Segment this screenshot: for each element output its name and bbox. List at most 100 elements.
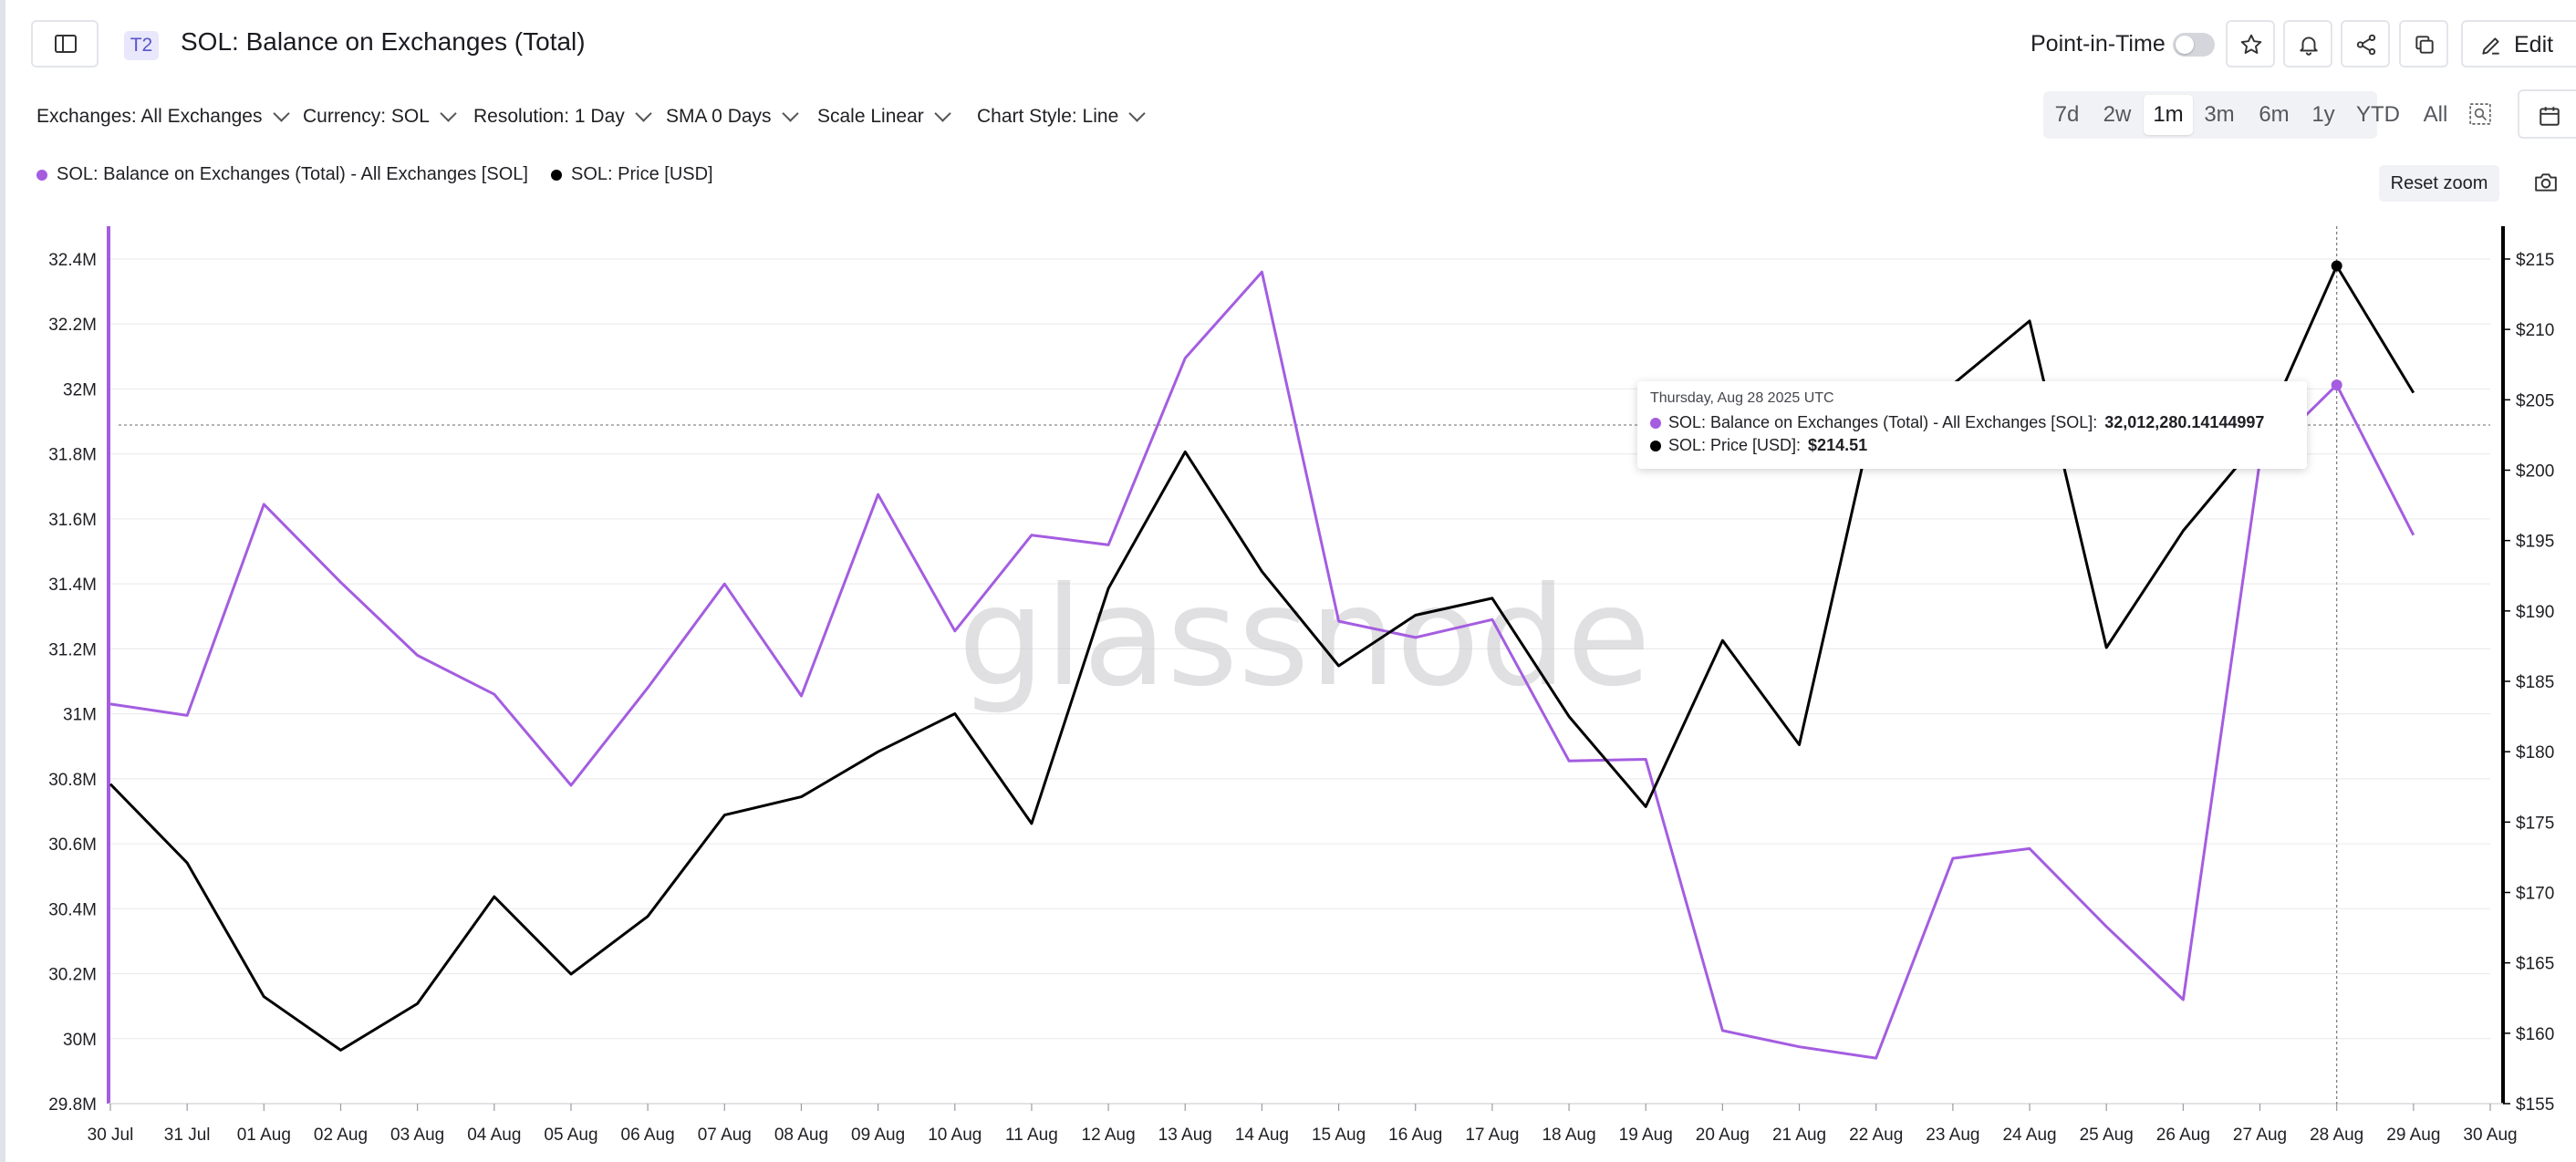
tooltip-price-label: SOL: Price [USD]:: [1668, 436, 1802, 454]
y-right-tick-label: $165: [2516, 955, 2554, 974]
y-right-tick-label: $175: [2516, 814, 2554, 833]
y-right-tick-label: $195: [2516, 533, 2554, 552]
point-in-time-toggle[interactable]: [2173, 33, 2215, 57]
sidebar-icon: [55, 35, 77, 53]
tier-badge: T2: [124, 31, 159, 60]
y-left-tick-label: 30.2M: [48, 966, 97, 985]
range-selector: [2043, 91, 2377, 139]
toggle-sidebar-button[interactable]: [31, 20, 99, 67]
tooltip-dot: [1650, 417, 1661, 429]
x-tick-label: 26 Aug: [2156, 1126, 2210, 1145]
legend-item-price[interactable]: SOL: Price [USD]: [551, 164, 713, 185]
legend-item-balance[interactable]: SOL: Balance on Exchanges (Total) - All …: [36, 164, 528, 185]
share-button[interactable]: [2341, 20, 2390, 67]
x-tick-label: 22 Aug: [1849, 1126, 1903, 1145]
x-tick-label: 15 Aug: [1312, 1126, 1366, 1145]
edit-label: Edit: [2514, 32, 2554, 57]
balance-highlight-point: [2331, 379, 2342, 391]
currency-dropdown[interactable]: Currency: SOL: [303, 105, 457, 128]
reset-zoom-button[interactable]: Reset zoom: [2379, 165, 2499, 202]
tooltip-price-value: $214.51: [1808, 436, 1868, 454]
chart-style-dropdown[interactable]: Chart Style: Line: [977, 105, 1146, 128]
y-left-tick-label: 31.6M: [48, 511, 97, 530]
x-tick-label: 23 Aug: [1926, 1126, 1979, 1145]
y-right-tick-label: $190: [2516, 603, 2554, 622]
scale-dropdown[interactable]: Scale Linear: [817, 105, 951, 128]
x-tick-label: 13 Aug: [1158, 1126, 1212, 1145]
x-tick-label: 24 Aug: [2002, 1126, 2056, 1145]
y-right-tick-label: $205: [2516, 391, 2554, 410]
y-left-tick-label: 30.8M: [48, 771, 97, 790]
resolution-label: Resolution: 1 Day: [473, 106, 625, 127]
y-left-tick-label: 32.4M: [48, 251, 97, 270]
duplicate-button[interactable]: [2399, 20, 2448, 67]
favorite-button[interactable]: [2226, 20, 2275, 67]
camera-icon: [2535, 173, 2557, 192]
x-tick-label: 27 Aug: [2233, 1126, 2287, 1145]
bell-icon: [2300, 36, 2318, 56]
price-highlight-point: [2331, 260, 2342, 272]
y-right-tick-label: $200: [2516, 462, 2554, 482]
x-tick-label: 14 Aug: [1235, 1126, 1289, 1145]
currency-label: Currency: SOL: [303, 106, 430, 127]
legend-label-balance: SOL: Balance on Exchanges (Total) - All …: [57, 164, 528, 184]
star-icon: [2240, 34, 2262, 54]
x-tick-label: 30 Jul: [88, 1126, 134, 1145]
range-button-7d[interactable]: 7d: [2054, 102, 2080, 127]
y-right-tick-label: $180: [2516, 743, 2554, 763]
tooltip-row-balance: SOL: Balance on Exchanges (Total) - All …: [1650, 413, 2294, 432]
x-tick-label: 01 Aug: [237, 1126, 291, 1145]
chart-style-label: Chart Style: Line: [977, 106, 1119, 127]
tooltip-row-price: SOL: Price [USD]: $214.51: [1650, 436, 2294, 455]
x-tick-label: 11 Aug: [1005, 1126, 1058, 1145]
x-tick-label: 17 Aug: [1465, 1126, 1519, 1145]
sma-label: SMA 0 Days: [666, 106, 772, 127]
x-tick-label: 30 Aug: [2463, 1126, 2517, 1145]
sma-dropdown[interactable]: SMA 0 Days: [666, 105, 799, 128]
date-picker-button[interactable]: [2518, 89, 2576, 139]
screenshot-button[interactable]: [2534, 171, 2558, 198]
exchanges-label: Exchanges: All Exchanges: [36, 106, 263, 127]
x-tick-label: 08 Aug: [774, 1126, 828, 1145]
x-tick-label: 21 Aug: [1772, 1126, 1826, 1145]
y-left-tick-label: 30M: [63, 1031, 97, 1050]
tooltip-balance-value: 32,012,280.14144997: [2104, 413, 2265, 431]
y-left-tick-label: 31M: [63, 706, 97, 725]
y-left-tick-label: 31.2M: [48, 640, 97, 659]
alert-button[interactable]: [2283, 20, 2332, 67]
resolution-dropdown[interactable]: Resolution: 1 Day: [473, 105, 652, 128]
pencil-icon: [2482, 37, 2499, 55]
range-button-6m[interactable]: 6m: [2259, 102, 2290, 127]
range-button-3m[interactable]: 3m: [2204, 102, 2235, 127]
x-tick-label: 02 Aug: [314, 1126, 368, 1145]
zoom-select-button[interactable]: [2468, 102, 2492, 130]
calendar-icon: [2540, 107, 2560, 126]
left-edge-bar: [0, 0, 5, 1162]
exchanges-dropdown[interactable]: Exchanges: All Exchanges: [36, 105, 290, 128]
range-button-ytd[interactable]: YTD: [2356, 102, 2400, 127]
range-button-1y[interactable]: 1y: [2311, 102, 2335, 127]
x-tick-label: 18 Aug: [1542, 1126, 1595, 1145]
legend-dot: [36, 169, 47, 181]
x-tick-label: 25 Aug: [2080, 1126, 2134, 1145]
range-button-2w[interactable]: 2w: [2103, 102, 2132, 127]
legend-label-price: SOL: Price [USD]: [571, 164, 713, 184]
y-right-tick-label: $185: [2516, 673, 2554, 692]
zoom-area-icon: [2469, 103, 2491, 125]
y-right-tick-label: $215: [2516, 251, 2554, 270]
range-button-1m[interactable]: 1m: [2144, 95, 2193, 135]
page-title: SOL: Balance on Exchanges (Total): [181, 27, 586, 56]
x-tick-label: 20 Aug: [1696, 1126, 1750, 1145]
watermark: glassnode: [958, 558, 1650, 717]
tooltip-balance-label: SOL: Balance on Exchanges (Total) - All …: [1668, 413, 2098, 431]
share-icon: [2356, 34, 2376, 56]
tooltip-dot: [1650, 440, 1661, 451]
range-button-all[interactable]: All: [2423, 102, 2448, 127]
scale-label: Scale Linear: [817, 106, 924, 127]
y-left-tick-label: 30.4M: [48, 900, 97, 919]
edit-button[interactable]: Edit: [2461, 20, 2576, 67]
point-in-time-label: Point-in-Time: [2031, 31, 2166, 57]
x-tick-label: 05 Aug: [544, 1126, 597, 1145]
y-left-tick-label: 31.4M: [48, 576, 97, 595]
